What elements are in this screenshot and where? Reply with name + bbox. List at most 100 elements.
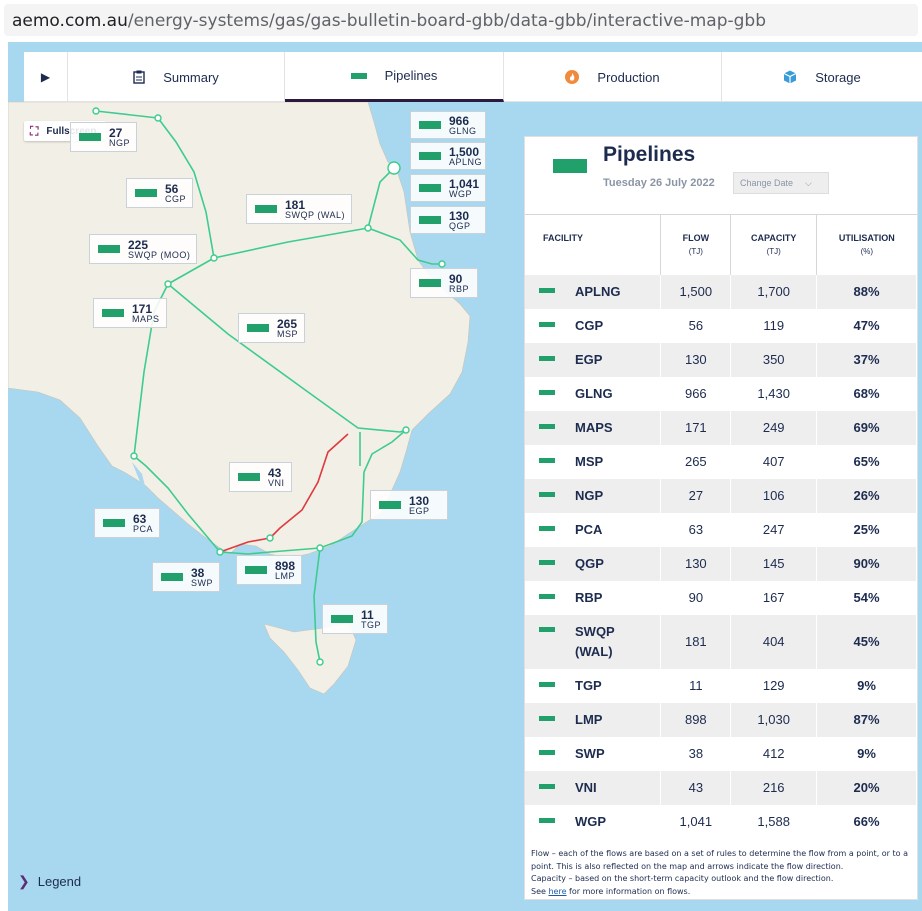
utilisation-cell: 20% — [816, 770, 917, 805]
capacity-cell: 1,588 — [730, 804, 818, 839]
facility-cell: TGP — [525, 668, 662, 703]
utilisation-cell: 68% — [816, 376, 917, 411]
flow-cell: 265 — [660, 444, 732, 479]
table-row[interactable]: MSP 265 407 65% — [525, 444, 917, 479]
node-moomba — [210, 254, 218, 262]
map-label-code: WGP — [449, 188, 472, 199]
tab-summary-label: Summary — [163, 69, 219, 85]
flow-cell: 1,041 — [660, 804, 732, 839]
utilisation-cell: 25% — [816, 512, 917, 547]
table-row[interactable]: WGP 1,041 1,588 66% — [525, 804, 917, 839]
map-label-code: EGP — [409, 505, 430, 516]
node-ballera — [164, 280, 172, 288]
url-text[interactable]: aemo.com.au/energy-systems/gas/gas-bulle… — [12, 11, 766, 31]
map-label-flow: 56 — [165, 181, 179, 196]
tab-storage[interactable]: Storage — [722, 52, 922, 102]
column-header-utilisation: UTILISATION (%) — [816, 214, 917, 275]
flow-cell: 966 — [660, 376, 732, 411]
map-label-code: TGP — [361, 619, 382, 630]
table-row[interactable]: CGP 56 119 47% — [525, 308, 917, 343]
pipeline-swatch-icon — [539, 458, 555, 464]
capacity-cell: 129 — [730, 668, 818, 703]
table-row[interactable]: GLNG 966 1,430 68% — [525, 376, 917, 411]
pipeline-swatch-icon — [103, 519, 125, 527]
table-row[interactable]: SWP 38 412 9% — [525, 736, 917, 771]
table-row[interactable]: APLNG 1,500 1,700 88% — [525, 274, 917, 309]
change-date-dropdown[interactable]: Change Date ⌵ — [733, 172, 829, 194]
pipeline-swatch-icon — [419, 152, 441, 160]
facility-cell: VNI — [525, 770, 662, 805]
table-row[interactable]: LMP 898 1,030 87% — [525, 702, 917, 737]
table-row[interactable]: VNI 43 216 20% — [525, 770, 917, 805]
table-row[interactable]: RBP 90 167 54% — [525, 580, 917, 615]
pipeline-nodes — [92, 107, 446, 666]
capacity-cell: 412 — [730, 736, 818, 771]
capacity-cell: 167 — [730, 580, 818, 615]
pipeline-swatch-icon — [539, 594, 555, 600]
table-row[interactable]: PCA 63 247 25% — [525, 512, 917, 547]
utilisation-cell: 54% — [816, 580, 917, 615]
tab-storage-label: Storage — [815, 69, 861, 85]
map-label-code: VNI — [268, 477, 285, 488]
pipeline-swatch-icon — [245, 566, 267, 574]
url-field[interactable]: aemo.com.au/energy-systems/gas/gas-bulle… — [4, 4, 918, 36]
map-label-swqp-wal[interactable]: 181 SWQP (WAL) — [246, 194, 353, 224]
map-label-flow: 1,500 — [449, 144, 480, 159]
table-row[interactable]: MAPS 171 249 69% — [525, 410, 917, 445]
table-row[interactable]: EGP 130 350 37% — [525, 342, 917, 377]
node-brisbane — [438, 260, 446, 268]
node-wallumbilla — [364, 224, 372, 232]
more-info-link[interactable]: here — [548, 886, 567, 896]
flow-cell: 11 — [660, 668, 732, 703]
map-label-code: NGP — [109, 137, 131, 148]
map-label-msp[interactable]: 265 MSP — [238, 313, 306, 343]
play-button[interactable]: ▶ — [24, 52, 68, 102]
node-melbourne — [266, 534, 274, 542]
map-label-flow: 265 — [277, 316, 298, 331]
map-label-maps[interactable]: 171 MAPS — [93, 298, 167, 328]
tab-summary[interactable]: Summary — [68, 52, 285, 102]
tab-production[interactable]: Production — [504, 52, 722, 102]
pipeline-swatch-icon — [539, 526, 555, 532]
map-label-flow: 11 — [361, 607, 374, 622]
pipelines-panel: Pipelines Tuesday 26 July 2022 Change Da… — [524, 136, 918, 900]
interconnect-vni — [269, 433, 349, 539]
map-label-aplng[interactable]: 1,500 APLNG — [410, 142, 486, 170]
map-label-swqp-moo[interactable]: 225 SWQP (MOO) — [89, 234, 198, 264]
map-label-pca[interactable]: 63 PCA — [94, 508, 161, 538]
utilisation-cell: 90% — [816, 546, 917, 581]
table-row[interactable]: QGP 130 145 90% — [525, 546, 917, 581]
pipeline-egp — [319, 429, 407, 549]
tab-pipelines[interactable]: Pipelines — [285, 52, 504, 102]
map-label-egp[interactable]: 130 EGP — [370, 490, 448, 520]
map-label-swp[interactable]: 38 SWP — [152, 562, 221, 592]
map-label-ngp[interactable]: 27 NGP — [70, 122, 138, 152]
table-row[interactable]: SWQP (WAL) 181 404 45% — [525, 614, 917, 669]
table-row[interactable]: TGP 11 129 9% — [525, 668, 917, 703]
map-label-wgp[interactable]: 1,041 WGP — [410, 174, 486, 202]
browser-url-bar[interactable]: aemo.com.au/energy-systems/gas/gas-bulle… — [0, 0, 922, 40]
map-label-qgp[interactable]: 130 QGP — [410, 206, 486, 234]
map-label-tgp[interactable]: 11 TGP — [322, 604, 389, 634]
tab-production-label: Production — [597, 69, 660, 85]
pipeline-swatch-icon — [161, 573, 183, 581]
map-label-cgp[interactable]: 56 CGP — [126, 178, 194, 208]
pipeline-swatch-icon — [539, 626, 555, 632]
flow-cell: 38 — [660, 736, 732, 771]
map-label-rbp[interactable]: 90 RBP — [410, 268, 478, 298]
chevron-down-icon: ⌵ — [805, 177, 812, 188]
map-label-vni[interactable]: 43 VNI — [229, 462, 292, 492]
facility-cell: MAPS — [525, 410, 662, 445]
map-label-lmp[interactable]: 898 LMP — [236, 555, 303, 585]
fullscreen-icon: ⛶ — [30, 123, 39, 138]
utilisation-cell: 88% — [816, 274, 917, 309]
utilisation-cell: 47% — [816, 308, 917, 343]
map-label-glng[interactable]: 966 GLNG — [410, 111, 486, 139]
capacity-cell: 1,430 — [730, 376, 818, 411]
pipeline-swatch-icon — [553, 159, 587, 173]
url-path: /energy-systems/gas/gas-bulletin-board-g… — [127, 11, 767, 31]
table-row[interactable]: NGP 27 106 26% — [525, 478, 917, 513]
pipeline-swatch-icon — [539, 356, 555, 362]
legend-toggle[interactable]: ❯ Legend — [18, 873, 81, 890]
map-label-flow: 898 — [275, 558, 296, 573]
